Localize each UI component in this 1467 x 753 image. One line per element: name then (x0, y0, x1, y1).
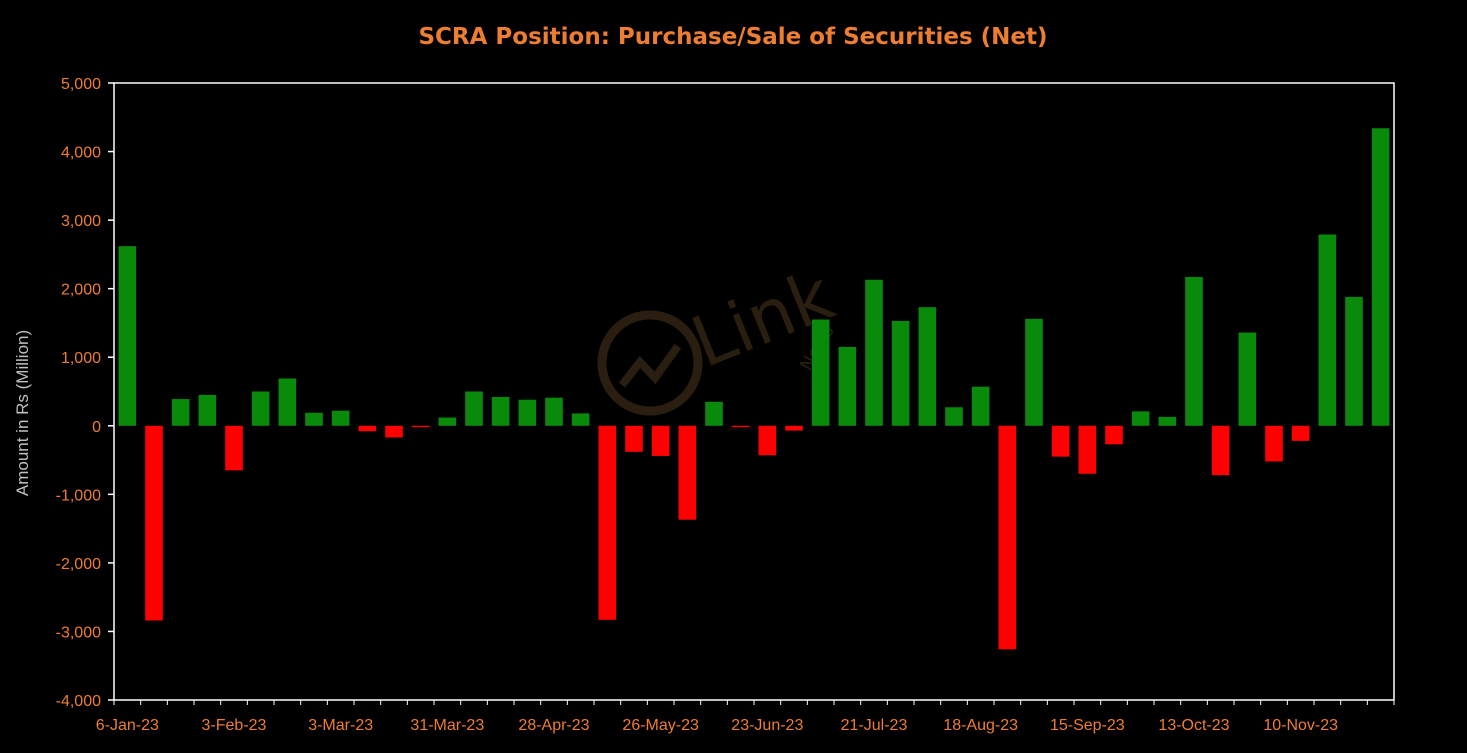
bar (625, 425, 643, 452)
watermark-logo-circle (597, 310, 703, 416)
bar (918, 307, 937, 426)
bar (865, 279, 883, 426)
bar (1025, 318, 1043, 426)
y-tick-label: 0 (92, 419, 101, 436)
x-tick-label: 26-May-23 (622, 717, 699, 734)
x-tick-label: 15-Sep-23 (1050, 717, 1125, 734)
bar (1131, 411, 1150, 426)
x-tick-label: 3-Mar-23 (308, 717, 373, 734)
bar (251, 391, 270, 426)
y-axis-ticks: -4,000 -3,000 -2,000 -1,000 0 1,000 2,000 3,000… (56, 76, 114, 710)
bar (705, 401, 723, 426)
x-tick-label: 3-Feb-23 (202, 717, 267, 734)
x-tick-label: 23-Jun-23 (731, 717, 803, 734)
bar (438, 417, 457, 426)
bar (891, 320, 910, 426)
bar (1318, 234, 1337, 426)
bar (571, 413, 590, 426)
bar (171, 399, 190, 426)
x-tick-label: 10-Nov-23 (1263, 717, 1338, 734)
bar (1051, 425, 1070, 457)
x-tick-label: 28-Apr-23 (518, 717, 589, 734)
bar (598, 425, 617, 620)
bar (465, 391, 483, 426)
bar (945, 407, 963, 426)
bar (411, 425, 430, 428)
y-tick-label: -3,000 (56, 624, 101, 641)
bar (1265, 425, 1283, 462)
bar (1185, 277, 1203, 426)
bar (491, 396, 510, 426)
bar (785, 425, 803, 431)
bar (1371, 128, 1390, 426)
bar (678, 425, 697, 520)
bar (145, 425, 163, 621)
x-tick-label: 21-Jul-23 (841, 717, 908, 734)
bar (651, 425, 670, 456)
bar (998, 425, 1017, 650)
y-tick-label: 5,000 (61, 76, 101, 93)
plot-area-border (113, 82, 1395, 701)
x-axis-ticks: 6-Jan-23 3-Feb-23 3-Mar-23 31-Mar-23 28-Apr-… (96, 700, 1395, 734)
bar (811, 319, 830, 426)
y-tick-label: 4,000 (61, 145, 101, 162)
bar (1238, 332, 1257, 426)
bar (1078, 425, 1097, 474)
bar (1211, 425, 1230, 476)
bar-series (118, 128, 1390, 650)
bar (1158, 416, 1177, 426)
bar (278, 378, 297, 426)
x-tick-label: 31-Mar-23 (410, 717, 484, 734)
bar (358, 425, 377, 432)
bar (971, 386, 990, 426)
watermark-logo-arrow (618, 343, 682, 388)
bar (1105, 425, 1123, 445)
y-tick-label: 1,000 (61, 350, 101, 367)
bar (545, 397, 563, 426)
x-tick-label: 18-Aug-23 (943, 717, 1018, 734)
bar (225, 425, 243, 471)
y-tick-label: 2,000 (61, 282, 101, 299)
bar (1291, 425, 1310, 441)
bar (838, 346, 857, 426)
y-tick-label: -2,000 (56, 556, 101, 573)
bar (331, 410, 350, 426)
chart-title: SCRA Position: Purchase/Sale of Securiti… (418, 24, 1047, 50)
x-tick-label: 6-Jan-23 (96, 717, 159, 734)
bar (385, 425, 403, 438)
bar (518, 399, 537, 426)
y-axis-title: Amount in Rs (Million) (13, 330, 32, 496)
bar (198, 394, 217, 426)
x-tick-label: 13-Oct-23 (1158, 717, 1229, 734)
y-tick-label: -1,000 (56, 487, 101, 504)
bar (731, 425, 750, 428)
bar (118, 246, 137, 426)
y-tick-label: 3,000 (61, 213, 101, 230)
y-tick-label: -4,000 (56, 693, 101, 710)
bar (758, 425, 777, 456)
bar (1345, 296, 1363, 426)
bar (305, 412, 323, 426)
